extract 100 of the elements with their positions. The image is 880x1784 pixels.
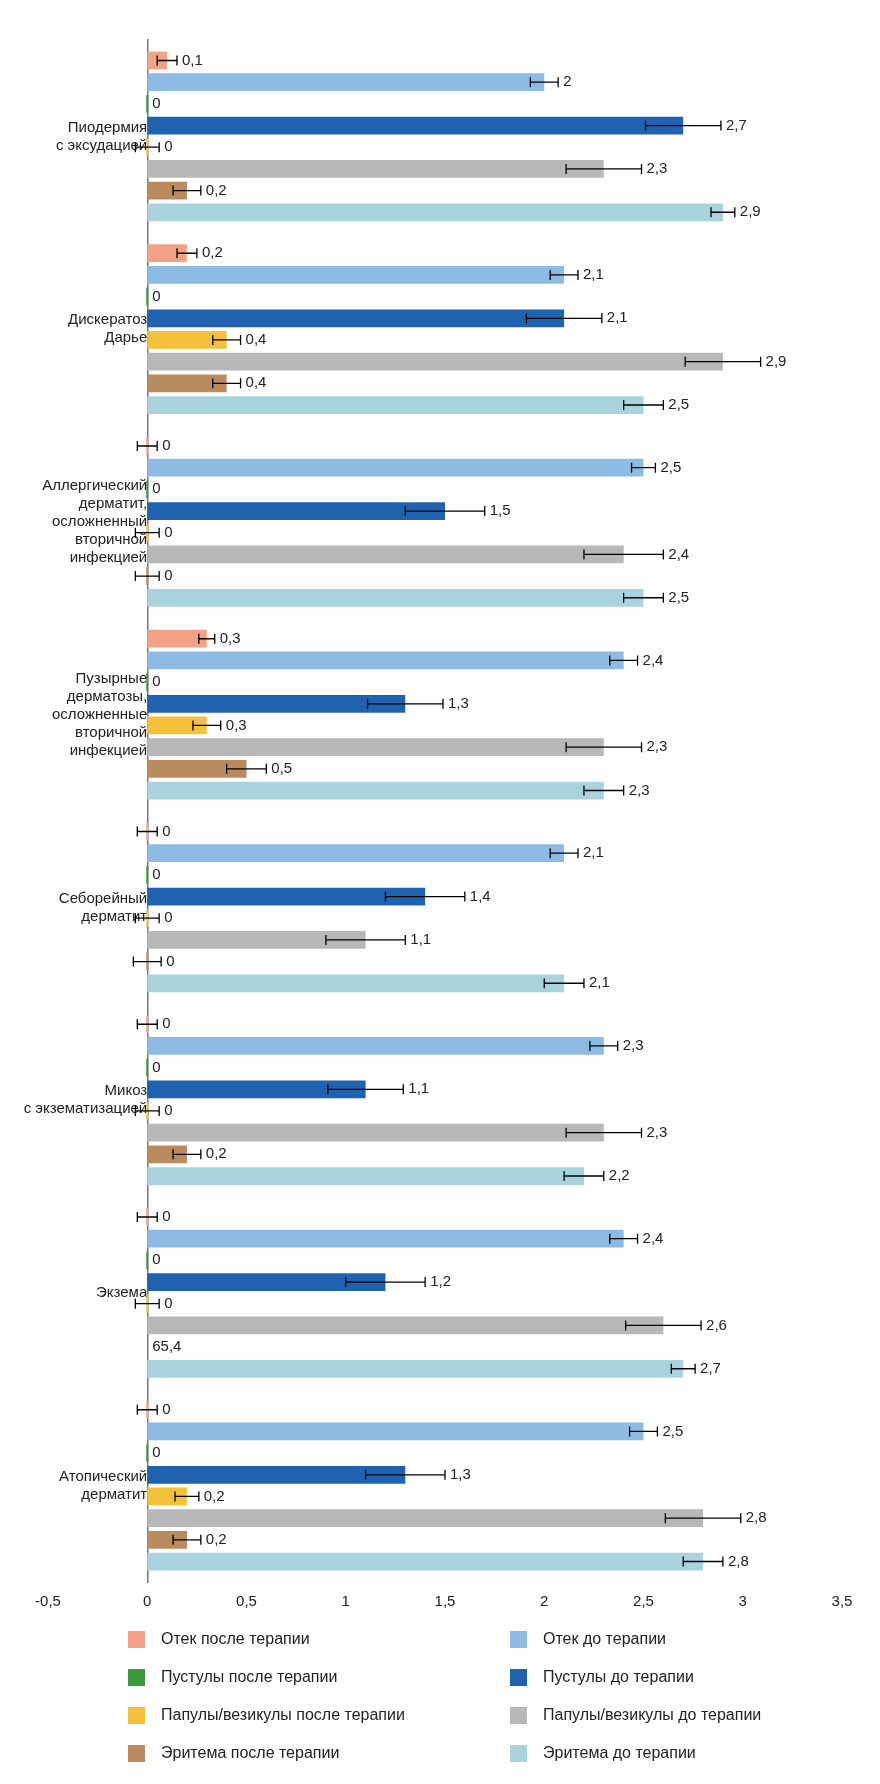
data-label: 0: [164, 522, 173, 540]
data-label: 0: [152, 286, 161, 304]
text: 65,4: [152, 1337, 182, 1355]
bar: [147, 1273, 386, 1291]
bar: [147, 588, 644, 607]
x-tick-label: 3,5: [831, 1592, 853, 1610]
bar: [146, 1015, 149, 1034]
legend-label: Пустулы до терапии: [543, 1668, 694, 1686]
bar: [147, 629, 207, 648]
data-label: 2,5: [668, 395, 690, 413]
x-tick-label: 1: [341, 1592, 350, 1610]
data-label: 0: [152, 864, 161, 882]
data-label: 0,2: [201, 243, 223, 261]
bar: [147, 545, 624, 564]
data-label: 0: [162, 1014, 171, 1032]
data-label: 0: [166, 951, 175, 969]
bar: [147, 1530, 187, 1549]
y-tick-label: Экзема: [96, 1283, 148, 1301]
data-label: 1,2: [430, 1272, 452, 1290]
bar: [146, 523, 149, 542]
data-label: 0,1: [182, 50, 203, 68]
bar: [147, 738, 604, 757]
x-tick-label: 3: [738, 1592, 747, 1610]
data-label: 0: [164, 1293, 173, 1311]
data-label: 0: [164, 1101, 173, 1119]
data-label: 0: [162, 821, 171, 839]
data-label: 0: [152, 1057, 161, 1075]
bar: [147, 781, 604, 800]
data-label: 0: [152, 93, 161, 111]
bar: [147, 203, 723, 222]
data-label: 0: [162, 436, 171, 454]
bar: [147, 160, 604, 178]
y-tick-label: Аллергический дерматит, осложненный вторичной инфекцией: [42, 476, 148, 566]
data-label: 2,3: [622, 1036, 644, 1054]
legend-label: Папулы/везикулы после терапии: [161, 1706, 405, 1724]
data-label: 2,8: [745, 1508, 767, 1526]
bar: [147, 1037, 604, 1055]
data-label: 0,2: [205, 1529, 227, 1547]
bar: [147, 887, 426, 906]
bar: [146, 1444, 149, 1462]
y-tick-label: Атопический дерматит: [59, 1466, 148, 1502]
data-label: 1,1: [410, 930, 432, 948]
bar: [147, 266, 565, 284]
legend-label: Папулы/везикулы до терапии: [543, 1706, 762, 1724]
data-label: 0,4: [245, 330, 267, 348]
data-label: 0: [164, 566, 173, 584]
bar: [146, 1251, 149, 1270]
data-label: 2,3: [628, 780, 650, 798]
bar: [147, 1229, 624, 1248]
data-label: 2,1: [582, 265, 604, 283]
bar: [147, 244, 187, 263]
bar: [147, 352, 723, 371]
data-label: 0,3: [225, 715, 247, 733]
data-label: 2,7: [700, 1358, 721, 1376]
bar: [147, 1422, 644, 1441]
x-tick-label: -0,5: [35, 1592, 61, 1610]
data-label: 0,2: [205, 180, 227, 198]
bar: [147, 1080, 366, 1099]
bar: [146, 1058, 149, 1077]
data-label: 2,5: [662, 1421, 684, 1439]
data-label: 0: [152, 1250, 161, 1268]
bar: [147, 1145, 187, 1164]
bar: [147, 651, 624, 670]
bar: [146, 865, 149, 884]
bar: [147, 931, 366, 949]
bar: [147, 1359, 684, 1378]
bar: [147, 1552, 704, 1571]
data-label: 2,6: [706, 1315, 727, 1333]
x-tick-label: 0: [143, 1592, 152, 1610]
data-label: 2,1: [606, 308, 628, 326]
data-label: 0: [152, 672, 161, 690]
bar: [146, 673, 149, 691]
x-tick-label: 2: [540, 1592, 549, 1610]
bar: [147, 694, 406, 713]
data-label: 1,3: [450, 1464, 471, 1482]
bar: [147, 502, 445, 520]
bar: [147, 374, 227, 393]
y-tick-label: Пиодермия с эксудацией: [55, 117, 148, 153]
data-label: 0: [162, 1207, 171, 1225]
data-label: 2,1: [588, 973, 610, 991]
data-label: 0: [162, 1399, 171, 1417]
data-label: 0,5: [271, 758, 293, 776]
bar: [146, 909, 149, 928]
bar: [147, 1509, 704, 1528]
bar: [146, 287, 149, 306]
bar: [147, 458, 644, 477]
data-label: 1,5: [489, 501, 511, 519]
bar: [147, 1123, 604, 1142]
bar: [147, 844, 565, 863]
bar: [146, 480, 149, 499]
data-label: 2,3: [646, 737, 668, 755]
data-label: 0,2: [205, 1144, 227, 1162]
bar: [147, 974, 565, 993]
data-label: 2,9: [739, 202, 761, 220]
data-label: 2,1: [582, 843, 604, 861]
data-label: 2,4: [642, 1228, 664, 1246]
legend-label: Отек после терапии: [161, 1630, 310, 1648]
bar: [146, 1400, 149, 1419]
data-label: 0: [152, 1443, 161, 1461]
data-label: 2,8: [727, 1551, 749, 1569]
